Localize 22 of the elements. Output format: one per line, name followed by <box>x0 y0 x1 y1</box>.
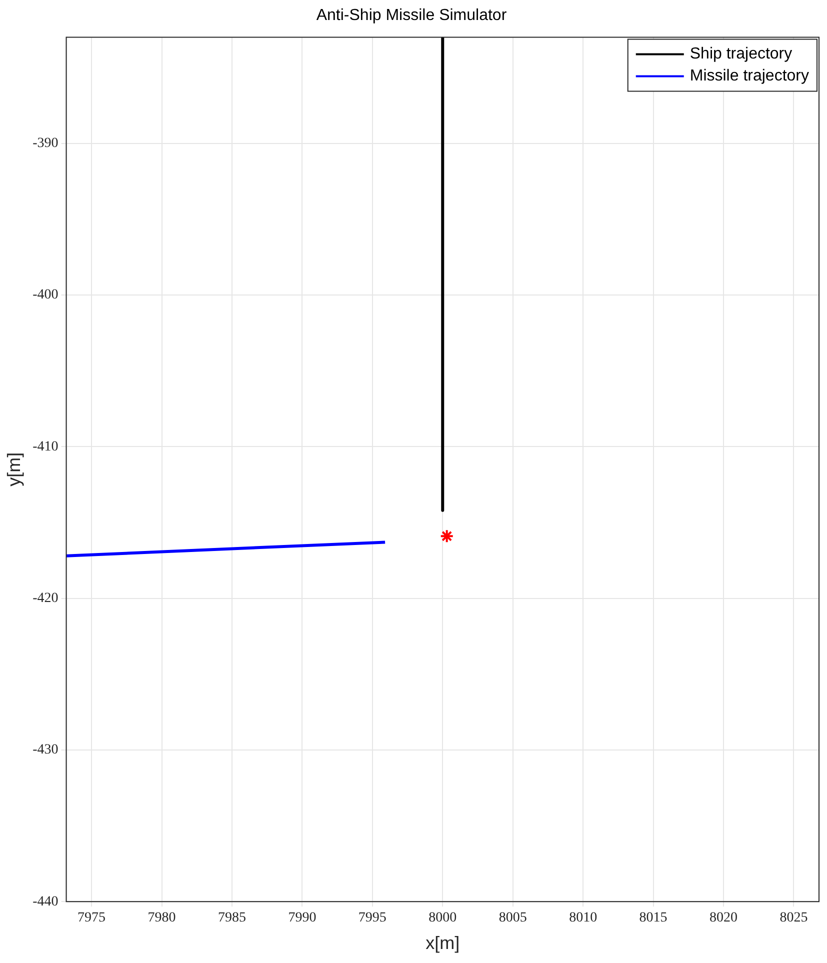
y-tick-label: -440 <box>32 894 58 910</box>
chart-title: Anti-Ship Missile Simulator <box>316 7 508 24</box>
x-tick-label: 8010 <box>569 910 598 926</box>
x-tick-label: 7975 <box>78 910 106 926</box>
legend-label: Missile trajectory <box>690 68 810 85</box>
legend-label: Ship trajectory <box>690 46 792 63</box>
y-tick-label: -400 <box>32 288 58 303</box>
x-tick-label: 8015 <box>639 910 668 926</box>
x-tick-label: 7985 <box>218 910 246 926</box>
x-tick-label: 7990 <box>288 910 316 926</box>
y-axis-title: y[m] <box>4 452 24 486</box>
x-tick-label: 7995 <box>358 910 386 926</box>
x-axis-title: x[m] <box>426 933 460 954</box>
x-tick-label: 8025 <box>780 910 808 926</box>
x-tick-label: 7980 <box>148 910 176 926</box>
x-tick-label: 8005 <box>498 910 527 926</box>
x-tick-label: 8000 <box>428 910 457 926</box>
y-tick-label: -390 <box>32 136 58 152</box>
y-tick-label: -430 <box>32 742 58 758</box>
x-tick-label: 8020 <box>710 910 738 926</box>
y-tick-label: -410 <box>32 439 58 454</box>
y-tick-label: -420 <box>32 590 58 606</box>
